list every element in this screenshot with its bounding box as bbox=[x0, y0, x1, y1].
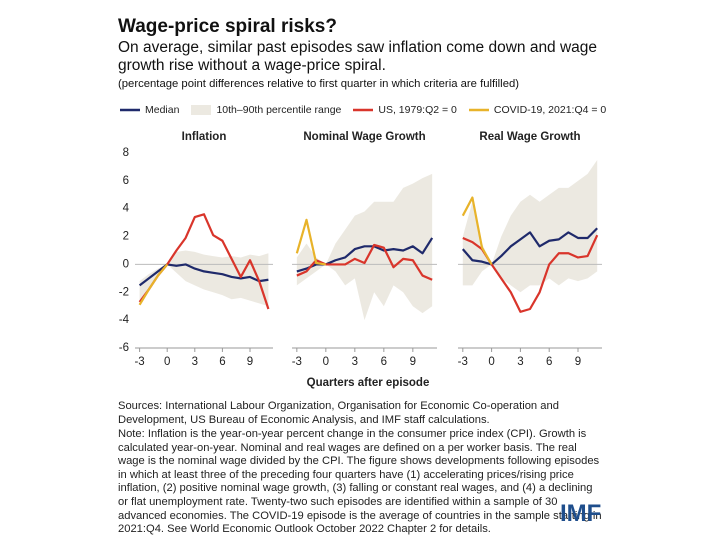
panel-title: Real Wage Growth bbox=[479, 131, 580, 143]
x-tick-label: 3 bbox=[352, 356, 358, 368]
series-line bbox=[461, 227, 598, 266]
x-tick-label: 6 bbox=[219, 356, 225, 368]
y-tick-label: -2 bbox=[119, 286, 129, 298]
title: Wage-price spiral risks? bbox=[118, 16, 337, 37]
x-tick-label: 3 bbox=[192, 356, 198, 368]
note: (percentage point differences relative t… bbox=[118, 78, 520, 90]
x-tick-label: 9 bbox=[247, 356, 253, 368]
x-tick-label: 0 bbox=[323, 356, 329, 368]
legend-label: Median bbox=[145, 104, 180, 116]
legend-item: COVID-19, 2021:Q4 = 0 bbox=[468, 104, 607, 116]
x-tick-label: -3 bbox=[458, 356, 468, 368]
series-line bbox=[138, 263, 269, 287]
y-tick-label: -6 bbox=[119, 342, 129, 354]
legend-label: 10th–90th percentile range bbox=[216, 104, 342, 116]
legend-swatch bbox=[191, 105, 212, 115]
series-line bbox=[138, 263, 169, 306]
series-line bbox=[296, 243, 433, 281]
panel-title: Inflation bbox=[182, 131, 227, 143]
x-tick-label: 0 bbox=[164, 356, 170, 368]
legend-swatch bbox=[120, 108, 140, 112]
y-tick-label: 8 bbox=[123, 147, 129, 159]
y-tick-label: -4 bbox=[119, 314, 130, 326]
x-tick-label: -3 bbox=[134, 356, 144, 368]
panel-title: Nominal Wage Growth bbox=[303, 131, 425, 143]
subtitle: On average, similar past episodes saw in… bbox=[118, 39, 598, 74]
x-tick-label: 3 bbox=[517, 356, 523, 368]
legend-label: US, 1979:Q2 = 0 bbox=[378, 104, 457, 116]
series-line bbox=[461, 196, 493, 265]
percentile-band bbox=[139, 250, 269, 307]
series-line bbox=[295, 218, 326, 266]
x-tick-label: 6 bbox=[381, 356, 387, 368]
x-tick-label: 9 bbox=[410, 356, 416, 368]
legend-swatch bbox=[468, 108, 489, 112]
legend-item: Median bbox=[120, 104, 179, 116]
logo: IMF bbox=[560, 500, 602, 527]
y-tick-label: 6 bbox=[123, 175, 129, 187]
footnote: Note: Inflation is the year-on-year perc… bbox=[118, 428, 602, 536]
sources: Sources: International Labour Organizati… bbox=[118, 400, 559, 426]
percentile-band bbox=[462, 159, 598, 293]
y-tick-label: 4 bbox=[123, 203, 130, 215]
legend-item: 10th–90th percentile range bbox=[191, 104, 341, 116]
x-axis-label: Quarters after episode bbox=[307, 377, 430, 389]
legend: Median 10th–90th percentile range US, 1979… bbox=[120, 104, 618, 116]
x-tick-label: -3 bbox=[292, 356, 302, 368]
x-tick-label: 9 bbox=[575, 356, 581, 368]
x-tick-label: 6 bbox=[546, 356, 552, 368]
legend-label: COVID-19, 2021:Q4 = 0 bbox=[493, 104, 607, 116]
y-tick-label: 2 bbox=[123, 231, 129, 243]
y-tick-label: 0 bbox=[123, 258, 129, 270]
legend-item: US, 1979:Q2 = 0 bbox=[353, 104, 457, 116]
charts: Quarters after episode Inflation -6 -4 -2 0 2… bbox=[119, 131, 602, 389]
x-tick-label: 0 bbox=[488, 356, 494, 368]
legend-swatch bbox=[353, 108, 374, 112]
legend-band bbox=[191, 105, 212, 115]
